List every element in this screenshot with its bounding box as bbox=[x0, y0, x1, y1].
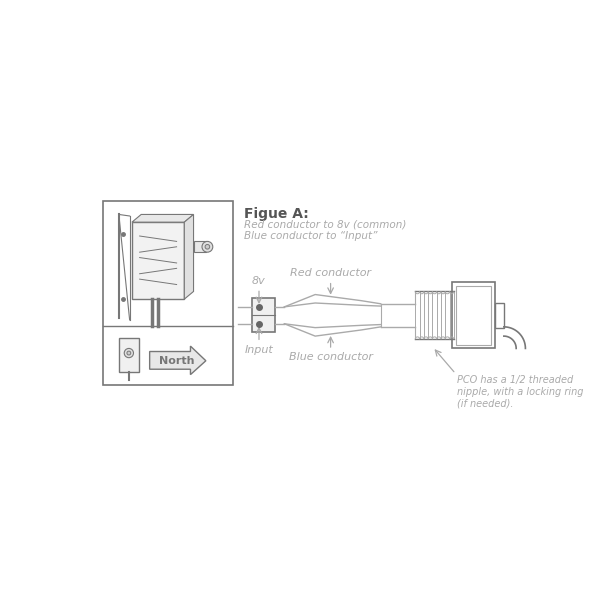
Circle shape bbox=[124, 349, 133, 358]
Bar bbox=[103, 200, 233, 385]
Polygon shape bbox=[149, 346, 206, 374]
Circle shape bbox=[202, 241, 213, 252]
Polygon shape bbox=[184, 214, 194, 299]
Text: Red conductor to 8v (common): Red conductor to 8v (common) bbox=[244, 220, 407, 230]
Text: Blue conductor: Blue conductor bbox=[289, 352, 373, 362]
Bar bbox=[252, 298, 275, 332]
Text: 8v: 8v bbox=[252, 276, 266, 286]
Text: North: North bbox=[159, 356, 194, 366]
Circle shape bbox=[205, 244, 210, 249]
Bar bbox=[119, 338, 139, 372]
Bar bbox=[456, 286, 491, 344]
Text: PCO has a 1/2 threaded
nipple, with a locking ring
(if needed).: PCO has a 1/2 threaded nipple, with a lo… bbox=[457, 376, 584, 409]
Text: Red conductor: Red conductor bbox=[290, 268, 371, 278]
Text: Figue A:: Figue A: bbox=[244, 207, 309, 221]
Polygon shape bbox=[132, 214, 194, 222]
Bar bbox=[452, 282, 494, 349]
Bar bbox=[194, 241, 206, 252]
Text: Input: Input bbox=[245, 344, 274, 355]
Bar bbox=[132, 222, 184, 299]
Text: Blue conductor to “Input”: Blue conductor to “Input” bbox=[244, 230, 378, 241]
Circle shape bbox=[127, 351, 131, 355]
Bar bbox=[494, 303, 504, 328]
